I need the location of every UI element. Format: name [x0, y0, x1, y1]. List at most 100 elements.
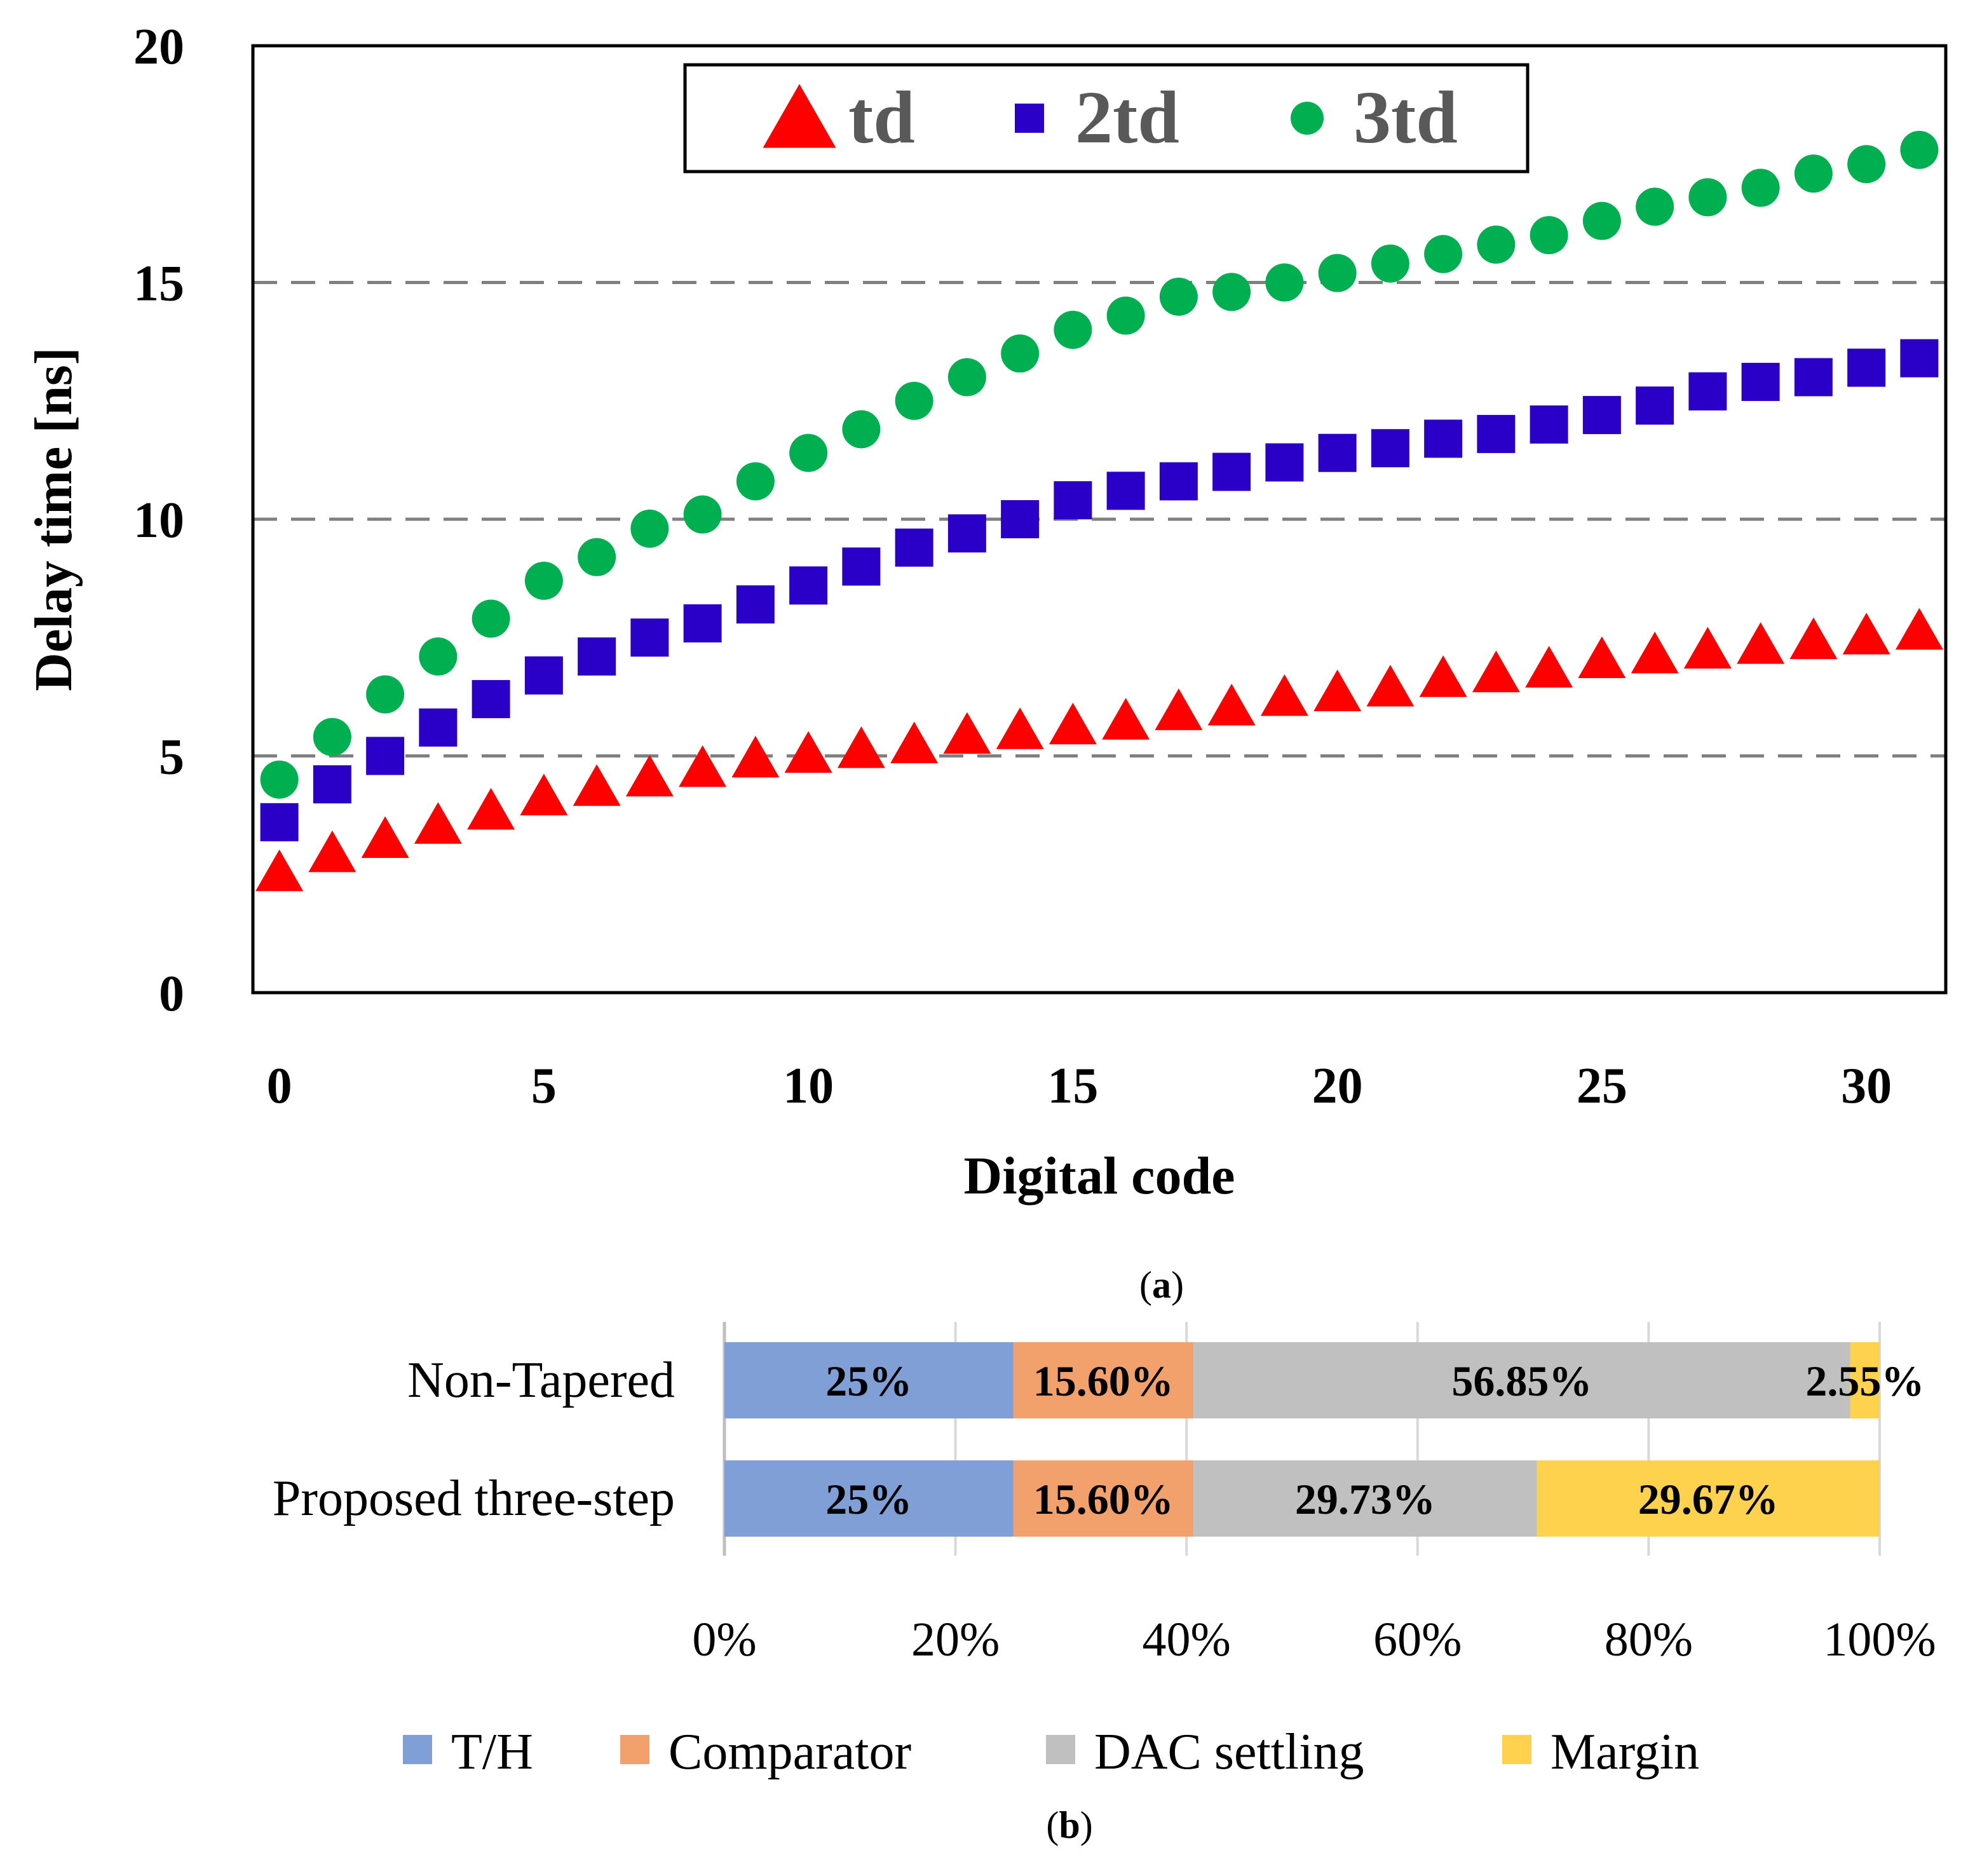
b-legend: T/H Comparator DAC settling Margin — [403, 1724, 1699, 1780]
a-legend-marker-2td — [1015, 104, 1044, 133]
a-point-2td — [630, 618, 669, 657]
a-point-2td — [895, 528, 933, 567]
a-point-2td — [736, 585, 775, 624]
b-bar-segment — [1013, 1342, 1194, 1418]
a-point-2td — [524, 656, 563, 695]
a-point-td — [1789, 617, 1838, 660]
a-x-tick-label: 5 — [531, 1058, 557, 1114]
a-x-tick-label: 15 — [1047, 1058, 1098, 1114]
a-point-td — [1525, 646, 1573, 688]
a-point-2td — [1636, 386, 1674, 425]
b-legend-swatch — [403, 1735, 432, 1764]
b-legend-label: Comparator — [668, 1724, 911, 1780]
a-point-td — [1842, 613, 1890, 655]
caption-b: (b) — [1046, 1804, 1092, 1846]
a-point-2td — [419, 708, 458, 747]
a-point-3td — [1794, 154, 1833, 193]
b-bar-segment — [1013, 1460, 1194, 1537]
b-data-label: 2.55% — [1805, 1357, 1924, 1405]
a-gridlines — [253, 281, 1946, 758]
a-point-2td — [1371, 429, 1409, 468]
b-bar-segment — [1193, 1460, 1537, 1537]
b-data-label: 25% — [825, 1357, 912, 1405]
a-series-3td — [260, 130, 1939, 799]
b-data-label: 29.73% — [1295, 1475, 1435, 1523]
a-point-td — [1102, 698, 1150, 740]
a-point-td — [308, 830, 356, 873]
a-x-tick-label: 25 — [1577, 1058, 1627, 1114]
a-x-tick-label: 10 — [783, 1058, 834, 1114]
a-point-3td — [683, 495, 722, 534]
a-point-2td — [1054, 481, 1092, 520]
a-point-td — [361, 816, 409, 859]
a-point-2td — [578, 637, 616, 676]
b-bar-segment — [1193, 1342, 1850, 1418]
b-data-label: 15.60% — [1033, 1357, 1174, 1405]
a-point-td — [731, 735, 780, 778]
b-x-tick-label: 40% — [1143, 1613, 1231, 1666]
a-point-2td — [842, 547, 881, 586]
b-x-tick-labels: 0% 20% 40% 60% 80% 100% — [692, 1613, 1936, 1666]
b-category-labels: Non-Tapered Proposed three-step — [273, 1352, 675, 1526]
a-point-td — [1313, 669, 1362, 712]
a-point-td — [1737, 622, 1785, 664]
a-plot-frame — [251, 44, 1948, 995]
a-point-2td — [1106, 472, 1145, 510]
b-x-tick-label: 0% — [692, 1613, 756, 1666]
a-series-td — [255, 608, 1943, 892]
a-point-3td — [260, 760, 299, 799]
a-point-2td — [472, 680, 510, 719]
a-point-2td — [1847, 348, 1886, 387]
a-legend-box — [683, 63, 1530, 173]
a-point-3td — [1636, 187, 1674, 226]
b-x-tick-label: 20% — [911, 1613, 1000, 1666]
a-point-3td — [1530, 216, 1568, 254]
a-point-2td — [1318, 433, 1357, 472]
a-legend-label-3td: 3td — [1354, 76, 1458, 159]
a-point-td — [1895, 608, 1943, 650]
a-series-2td — [260, 339, 1939, 841]
a-point-3td — [736, 462, 775, 501]
a-y-tick-label: 5 — [159, 730, 184, 785]
a-x-tick-label: 0 — [267, 1058, 292, 1114]
a-point-2td — [366, 737, 405, 775]
a-point-td — [467, 787, 515, 830]
a-point-3td — [1741, 168, 1780, 207]
a-point-td — [679, 745, 727, 787]
b-legend-label: Margin — [1551, 1724, 1699, 1780]
a-point-2td — [1794, 358, 1833, 397]
a-point-3td — [1688, 178, 1727, 217]
a-point-3td — [842, 410, 881, 449]
a-point-td — [414, 802, 462, 844]
a-y-tick-labels: 0 5 10 15 20 — [133, 19, 184, 1022]
b-category-label: Proposed three-step — [273, 1471, 675, 1526]
a-point-3td — [630, 509, 669, 548]
a-point-2td — [1688, 372, 1727, 411]
a-point-3td — [1582, 201, 1621, 240]
a-point-3td — [578, 538, 616, 576]
a-point-3td — [1212, 273, 1251, 311]
b-bar-segment — [1537, 1460, 1880, 1537]
a-point-2td — [1424, 419, 1463, 458]
a-point-td — [837, 726, 885, 768]
a-point-td — [573, 764, 621, 806]
a-point-2td — [1001, 500, 1040, 538]
a-legend-label-2td: 2td — [1075, 76, 1179, 159]
b-bars: 25% 15.60% 56.85% 2.55% 25% 15.60% 29.73% 29.67… — [724, 1342, 1924, 1537]
a-point-3td — [1001, 334, 1040, 373]
b-bar-segment — [1850, 1342, 1880, 1418]
a-point-2td — [1530, 405, 1568, 444]
a-point-2td — [789, 566, 828, 605]
a-point-2td — [260, 803, 299, 841]
b-legend-label: T/H — [451, 1724, 533, 1780]
a-point-3td — [789, 433, 828, 472]
a-point-3td — [1159, 277, 1198, 316]
a-point-td — [1207, 683, 1256, 726]
a-point-3td — [947, 358, 986, 397]
b-data-label: 15.60% — [1033, 1475, 1174, 1523]
a-point-3td — [1106, 296, 1145, 335]
a-point-2td — [1900, 339, 1939, 377]
a-legend-marker-3td — [1291, 102, 1324, 135]
b-x-tick-label: 80% — [1605, 1613, 1693, 1666]
